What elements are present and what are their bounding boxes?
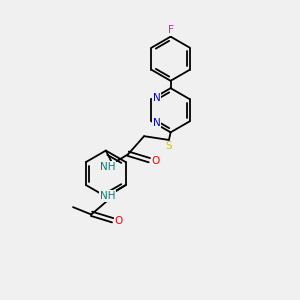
- Text: O: O: [115, 216, 123, 226]
- Text: S: S: [166, 142, 172, 152]
- Text: NH: NH: [100, 191, 115, 201]
- Text: N: N: [153, 118, 161, 128]
- Text: F: F: [168, 25, 173, 35]
- Text: N: N: [153, 93, 161, 103]
- Text: O: O: [152, 156, 160, 166]
- Text: NH: NH: [100, 162, 115, 172]
